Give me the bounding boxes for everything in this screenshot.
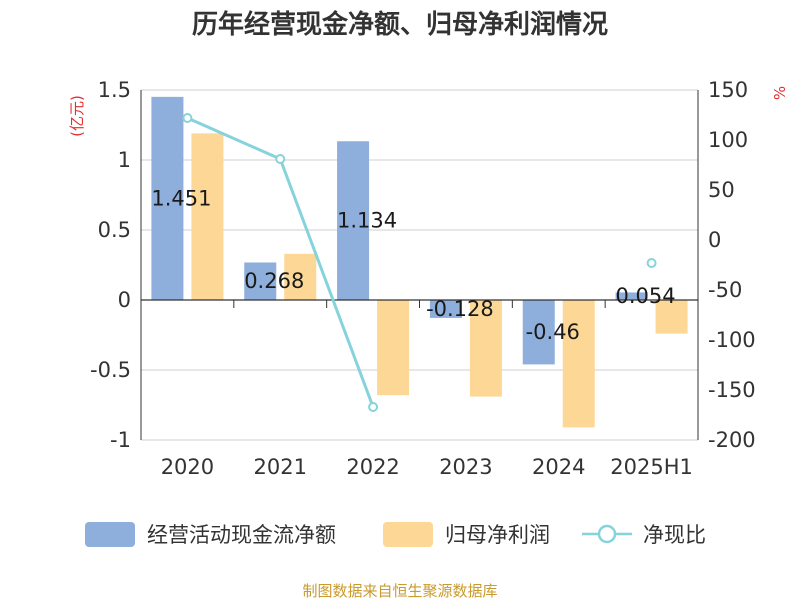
cashflow-data-label: 0.268 bbox=[244, 269, 304, 293]
left-tick-label: -1 bbox=[110, 428, 131, 452]
legend-swatch-cashflow bbox=[85, 522, 135, 547]
x-category-label: 2025H1 bbox=[610, 455, 693, 479]
cashflow-data-label: 0.054 bbox=[616, 284, 676, 308]
ratio-point bbox=[646, 258, 657, 268]
net-profit-bar bbox=[284, 253, 317, 300]
right-tick-label: 150 bbox=[708, 78, 748, 102]
cashflow-bar bbox=[151, 96, 184, 300]
cashflow-bar bbox=[337, 141, 370, 300]
right-tick-label: -200 bbox=[708, 428, 756, 452]
cashflow-bar bbox=[244, 262, 277, 300]
right-axis-unit: % bbox=[771, 86, 789, 100]
cashflow-bar bbox=[522, 300, 555, 365]
right-tick-label: -50 bbox=[708, 278, 742, 302]
left-tick-label: 0.5 bbox=[98, 218, 131, 242]
cashflow-data-label: 1.134 bbox=[337, 209, 397, 233]
net-profit-bar bbox=[562, 300, 595, 428]
cashflow-data-label: -0.46 bbox=[526, 320, 580, 344]
data-source: 制图数据来自恒生聚源数据库 bbox=[302, 582, 497, 600]
ratio-point bbox=[275, 154, 286, 164]
legend-swatch-net-profit bbox=[383, 522, 433, 547]
x-category-label: 2020 bbox=[161, 455, 214, 479]
cashflow-bar bbox=[615, 292, 648, 300]
right-tick-label: 0 bbox=[708, 228, 721, 252]
tick-labels: 1.5 1 0.5 0 -0.5 -1 150 100 50 0 -50 -100 -150 -200 20… bbox=[90, 78, 756, 479]
legend-label-net-profit: 归母净利润 bbox=[445, 523, 550, 547]
left-axis-unit: (亿元) bbox=[68, 95, 86, 137]
ratio-point bbox=[368, 402, 379, 412]
ratio-line-layer bbox=[182, 113, 657, 412]
left-tick-label: 1.5 bbox=[98, 78, 131, 102]
right-tick-label: -100 bbox=[708, 328, 756, 352]
chart-title: 历年经营现金净额、归母净利润情况 bbox=[192, 9, 608, 40]
gridlines bbox=[141, 89, 698, 441]
net-profit-bar bbox=[655, 300, 688, 334]
net-profit-bar bbox=[377, 300, 410, 396]
cashflow-data-label: 1.451 bbox=[151, 186, 211, 210]
axes bbox=[140, 90, 699, 440]
x-category-label: 2022 bbox=[346, 455, 399, 479]
right-tick-label: 100 bbox=[708, 128, 748, 152]
left-tick-label: 0 bbox=[118, 288, 131, 312]
left-tick-label: -0.5 bbox=[90, 358, 131, 382]
net-profit-bar bbox=[191, 133, 224, 300]
x-category-label: 2021 bbox=[254, 455, 307, 479]
cashflow-data-label: -0.128 bbox=[426, 297, 494, 321]
cashflow-bar bbox=[429, 300, 462, 318]
data-labels: 1.451 0.268 1.134 -0.128 -0.46 0.054 bbox=[151, 186, 675, 344]
legend: 经营活动现金流净额 归母净利润 净现比 bbox=[85, 522, 706, 547]
net-profit-bar bbox=[469, 300, 502, 397]
legend-swatch-ratio-marker bbox=[597, 524, 617, 544]
right-tick-label: -150 bbox=[708, 378, 756, 402]
right-tick-label: 50 bbox=[708, 178, 735, 202]
x-category-label: 2023 bbox=[439, 455, 492, 479]
legend-label-cashflow: 经营活动现金流净额 bbox=[147, 523, 336, 547]
bar-layer bbox=[151, 96, 688, 428]
x-category-label: 2024 bbox=[532, 455, 585, 479]
ratio-point bbox=[182, 113, 193, 123]
left-tick-label: 1 bbox=[118, 148, 131, 172]
legend-label-ratio: 净现比 bbox=[643, 523, 706, 547]
